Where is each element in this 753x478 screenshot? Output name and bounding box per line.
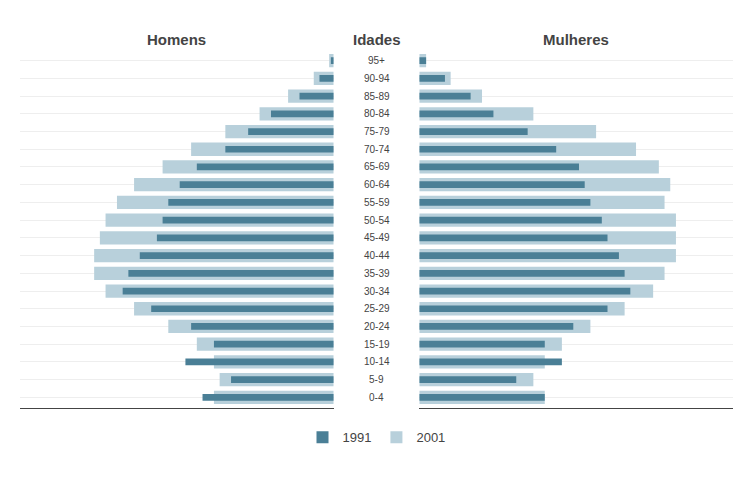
- svg-text:75-79: 75-79: [364, 126, 390, 137]
- svg-text:25-29: 25-29: [364, 303, 390, 314]
- svg-text:40-44: 40-44: [364, 250, 390, 261]
- svg-text:50-54: 50-54: [364, 215, 390, 226]
- svg-text:Homens: Homens: [147, 31, 206, 48]
- svg-text:Mulheres: Mulheres: [543, 31, 609, 48]
- svg-text:55-59: 55-59: [364, 197, 390, 208]
- svg-text:90-94: 90-94: [364, 73, 390, 84]
- svg-text:45-49: 45-49: [364, 232, 390, 243]
- svg-text:0-4: 0-4: [369, 392, 384, 403]
- svg-text:2001: 2001: [416, 430, 445, 445]
- svg-text:20-24: 20-24: [364, 321, 390, 332]
- svg-text:Idades: Idades: [353, 31, 401, 48]
- svg-text:95+: 95+: [368, 55, 385, 66]
- svg-text:65-69: 65-69: [364, 161, 390, 172]
- svg-text:85-89: 85-89: [364, 91, 390, 102]
- svg-text:70-74: 70-74: [364, 144, 390, 155]
- svg-text:80-84: 80-84: [364, 108, 390, 119]
- svg-text:5-9: 5-9: [369, 374, 384, 385]
- svg-text:10-14: 10-14: [364, 356, 390, 367]
- svg-text:35-39: 35-39: [364, 268, 390, 279]
- svg-text:1991: 1991: [343, 430, 372, 445]
- svg-text:30-34: 30-34: [364, 286, 390, 297]
- svg-text:15-19: 15-19: [364, 339, 390, 350]
- svg-text:60-64: 60-64: [364, 179, 390, 190]
